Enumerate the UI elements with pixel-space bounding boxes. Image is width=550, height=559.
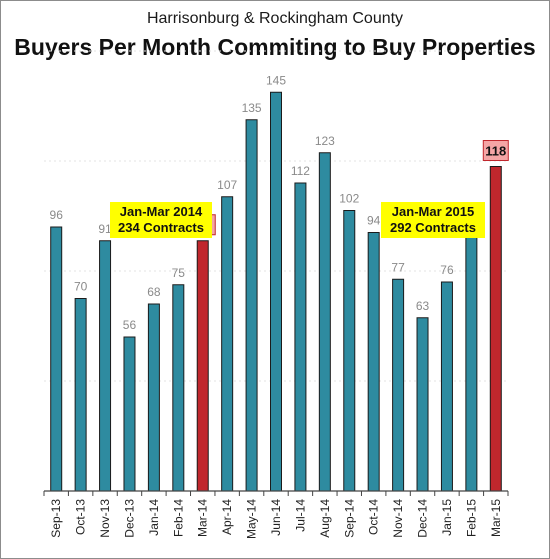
x-tick-label: Apr-14 <box>220 499 234 535</box>
data-label: 76 <box>440 263 454 277</box>
bar-apr-14 <box>221 196 234 492</box>
x-tick-label: Jun-14 <box>269 499 283 536</box>
bar-mar-15 <box>489 166 502 492</box>
chart-title: Buyers Per Month Commiting to Buy Proper… <box>14 34 536 60</box>
bar-feb-15 <box>465 221 478 492</box>
callout-2014-line1: Jan-Mar 2014 <box>119 204 203 219</box>
bar-sep-13 <box>50 226 63 492</box>
data-label: 107 <box>217 178 237 192</box>
data-label: 75 <box>172 266 186 280</box>
data-label: 118 <box>485 144 506 159</box>
x-tick-label: Nov-14 <box>391 499 405 538</box>
bar-sep-14 <box>343 210 356 492</box>
x-tick-label: Jan-15 <box>440 499 454 536</box>
callout-2015-line1: Jan-Mar 2015 <box>391 204 475 219</box>
bar-nov-13 <box>99 240 112 492</box>
bar-jun-14 <box>270 91 282 492</box>
data-label: 123 <box>315 134 335 148</box>
x-tick-label: Jan-14 <box>147 499 161 536</box>
x-tick-label: Sep-13 <box>49 499 63 538</box>
bar-jan-15 <box>440 281 453 492</box>
data-label: 112 <box>291 164 310 178</box>
data-label: 68 <box>147 285 161 299</box>
data-label: 91 <box>98 222 112 236</box>
x-tick-label: Nov-13 <box>98 499 112 538</box>
data-label-box <box>482 140 509 161</box>
data-label: 145 <box>266 73 286 87</box>
x-tick-label: May-14 <box>245 499 259 539</box>
x-tick-label: Oct-14 <box>367 499 381 535</box>
x-tick-label: Aug-14 <box>318 499 332 538</box>
x-tick-label: Dec-14 <box>416 499 430 538</box>
chart-subtitle: Harrisonburg & Rockingham County <box>146 10 404 27</box>
bar-feb-14 <box>172 284 185 492</box>
data-label: 102 <box>339 192 359 206</box>
data-label: 94 <box>367 214 381 228</box>
x-tick-label: Oct-13 <box>74 499 88 535</box>
data-label: 96 <box>50 208 64 222</box>
x-tick-label: Sep-14 <box>342 499 356 538</box>
bar-jul-14 <box>294 182 307 492</box>
data-label: 63 <box>416 299 430 313</box>
data-label: 135 <box>242 101 262 115</box>
bar-dec-14 <box>416 317 429 492</box>
bar-aug-14 <box>318 152 331 492</box>
bar-oct-13 <box>74 298 87 492</box>
bar-nov-14 <box>392 278 405 492</box>
x-tick-label: Dec-13 <box>122 499 136 538</box>
bar-mar-14 <box>196 240 209 492</box>
callout-jan-mar-2014: Jan-Mar 2014 234 Contracts <box>110 202 212 238</box>
x-tick-label: Feb-14 <box>171 499 185 537</box>
x-tick-label: Mar-15 <box>489 499 503 537</box>
bar-jan-14 <box>147 303 160 492</box>
x-tick-label: Feb-15 <box>464 499 478 537</box>
bar-dec-13 <box>123 336 136 492</box>
data-label: 70 <box>74 280 88 294</box>
x-tick-label: Mar-14 <box>196 499 210 537</box>
callout-2014-line2: 234 Contracts <box>118 220 204 235</box>
data-label: 77 <box>391 260 405 274</box>
bars <box>50 91 502 492</box>
bar-oct-14 <box>367 232 380 492</box>
callout-2015-line2: 292 Contracts <box>390 220 476 235</box>
data-label: 56 <box>123 318 137 332</box>
x-axis: Sep-13 Oct-13 Nov-13 Dec-13 Jan-14 Feb-14 Mar-… <box>43 490 509 539</box>
x-tick-label: Jul-14 <box>293 499 307 532</box>
callout-jan-mar-2015: Jan-Mar 2015 292 Contracts <box>381 202 485 238</box>
bar-may-14 <box>245 119 258 492</box>
